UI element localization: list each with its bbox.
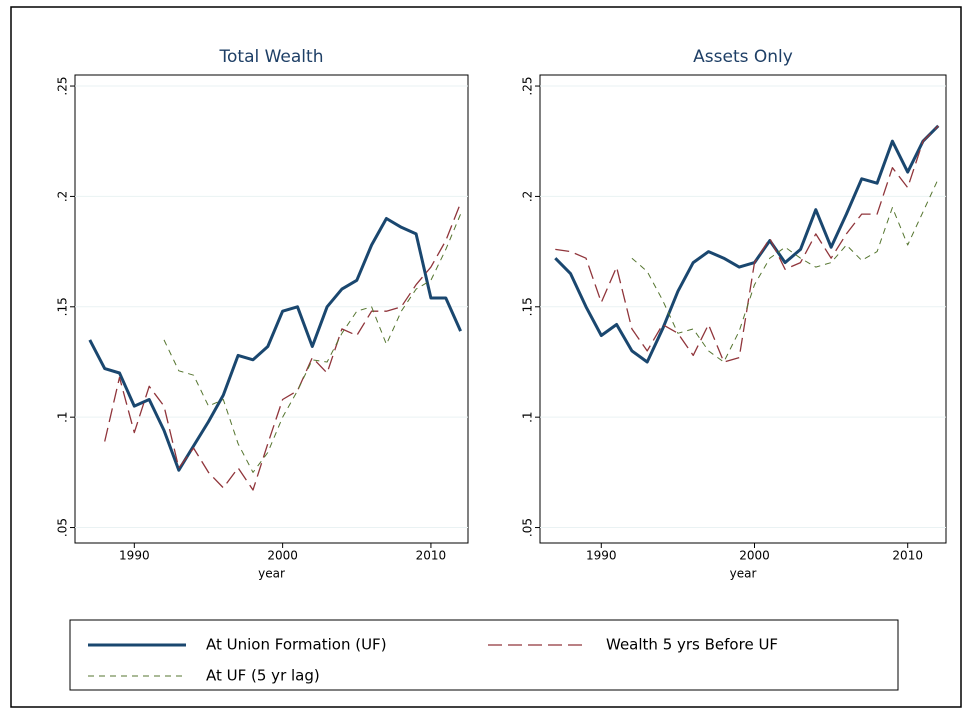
plot-frame — [74, 74, 469, 544]
x-axis-title: year — [258, 567, 285, 581]
y-tick-label: .15 — [56, 297, 70, 316]
legend-label: At UF (5 yr lag) — [206, 667, 320, 685]
x-tick-label: 1990 — [586, 549, 617, 563]
series-line — [104, 202, 462, 491]
y-tick-label: .2 — [521, 191, 535, 202]
x-tick-label: 2010 — [416, 549, 447, 563]
legend-label: Wealth 5 yrs Before UF — [606, 636, 778, 654]
y-tick-label: .05 — [56, 518, 70, 537]
legend-box — [69, 619, 899, 691]
y-tick-label: .2 — [56, 191, 70, 202]
y-tick-label: .25 — [521, 76, 535, 95]
series-line — [88, 217, 462, 472]
panel-title: Total Wealth — [219, 47, 324, 67]
y-tick-label: .25 — [56, 76, 70, 95]
x-tick-label: 2000 — [739, 549, 770, 563]
x-tick-label: 2010 — [892, 549, 923, 563]
x-tick-label: 1990 — [119, 549, 150, 563]
series-line — [631, 178, 939, 363]
y-tick-label: .1 — [56, 411, 70, 422]
x-tick-label: 2000 — [267, 549, 298, 563]
y-tick-label: .15 — [521, 297, 535, 316]
series-line — [554, 124, 940, 364]
series-line — [555, 125, 939, 363]
x-axis-title: year — [730, 567, 757, 581]
legend-label: At Union Formation (UF) — [206, 636, 387, 654]
y-tick-label: .05 — [521, 518, 535, 537]
panel-title: Assets Only — [693, 47, 793, 67]
y-tick-label: .1 — [521, 411, 535, 422]
series-line — [163, 213, 462, 473]
plot-frame — [539, 74, 947, 544]
